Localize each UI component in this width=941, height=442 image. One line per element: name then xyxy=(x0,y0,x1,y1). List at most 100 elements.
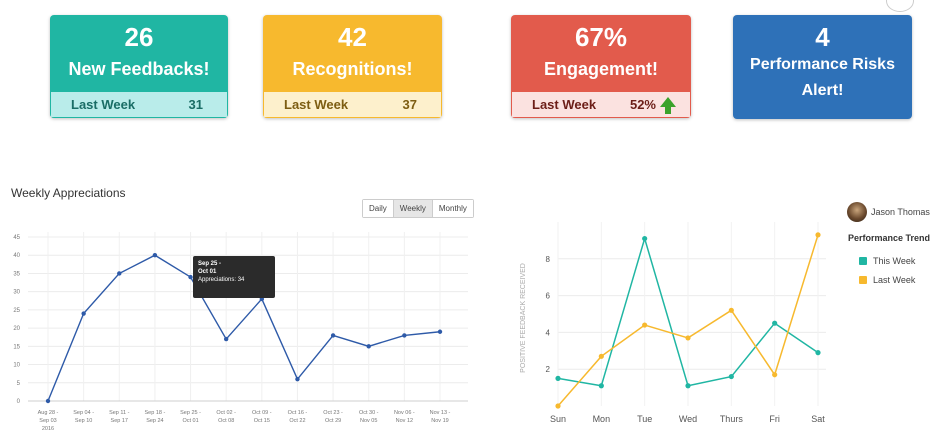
performance-risks-label: Performance Risks Alert! xyxy=(733,52,912,104)
performance-risks-label-line2: Alert! xyxy=(801,82,844,99)
last-week-label: Last Week xyxy=(71,97,136,112)
data-point xyxy=(685,383,691,389)
new-feedbacks-label: New Feedbacks! xyxy=(68,59,210,79)
data-point xyxy=(728,373,734,380)
new-feedbacks-count: 26 xyxy=(124,22,154,52)
performance-risks-card[interactable]: 4 Performance Risks Alert! xyxy=(733,15,912,119)
legend-swatch xyxy=(859,276,867,284)
last-week-value: 52% xyxy=(629,97,656,112)
data-point xyxy=(81,311,86,316)
data-point xyxy=(555,375,561,381)
data-point xyxy=(45,398,51,404)
legend-label: Last Week xyxy=(873,275,916,285)
data-point xyxy=(152,253,158,258)
y-tick-label: 5 xyxy=(17,381,21,387)
x-tick-label: Sep 25 - xyxy=(180,410,201,416)
last-week-value-group: 52% xyxy=(629,97,676,114)
y-tick-label: 20 xyxy=(13,326,20,332)
data-point xyxy=(223,336,229,342)
last-week-value: 37 xyxy=(402,97,417,112)
user-badge[interactable]: Jason Thomas xyxy=(847,202,930,222)
weekly-button[interactable]: Weekly xyxy=(393,200,433,217)
daily-button[interactable]: Daily xyxy=(363,200,394,217)
y-tick-label: 45 xyxy=(13,235,20,241)
series-line-appreciations xyxy=(47,254,441,402)
x-tick-label: Sep 04 - xyxy=(73,410,94,416)
x-tick-label: Oct 22 xyxy=(289,418,305,424)
legend-this-week[interactable]: This Week xyxy=(859,256,915,266)
x-tick-label: Oct 15 xyxy=(254,418,270,424)
tooltip-line3: Appreciations: 34 xyxy=(198,277,245,283)
y-tick-label: 8 xyxy=(546,255,551,264)
x-tick-label: Oct 01 xyxy=(182,418,198,424)
data-point xyxy=(642,322,648,328)
data-point xyxy=(117,271,122,276)
data-point xyxy=(642,235,648,242)
y-tick-label: 2 xyxy=(546,365,551,374)
y-tick-label: 4 xyxy=(546,328,551,337)
recognitions-card[interactable]: 42 Recognitions! Last Week 37 xyxy=(263,15,442,118)
y-tick-label: 40 xyxy=(13,253,20,259)
period-toggle: Daily Weekly Monthly xyxy=(362,199,474,218)
data-point xyxy=(330,333,336,338)
performance-risks-count: 4 xyxy=(815,22,830,52)
data-point xyxy=(598,383,604,389)
x-tick-label: Sep 17 xyxy=(111,418,128,424)
engagement-last-week: Last Week 52% xyxy=(511,91,691,118)
data-point xyxy=(815,232,821,238)
x-tick-label: Sep 11 - xyxy=(109,410,130,416)
performance-trend-title: Performance Trend xyxy=(848,233,931,243)
recognitions-count: 42 xyxy=(338,22,367,52)
x-tick-label: Sun xyxy=(550,414,566,424)
tooltip-line1: Sep 25 - xyxy=(198,261,222,267)
x-tick-label: Oct 09 - xyxy=(252,410,272,416)
x-tick-label: Fri xyxy=(769,414,780,424)
x-tick-label: Sep 24 xyxy=(146,418,163,424)
x-tick-label: Sep 10 xyxy=(75,418,92,424)
new-feedbacks-last-week: Last Week 31 xyxy=(50,91,228,118)
recognitions-last-week: Last Week 37 xyxy=(263,91,442,118)
y-tick-label: 6 xyxy=(546,292,551,301)
monthly-button[interactable]: Monthly xyxy=(432,200,473,217)
x-tick-label: Nov 06 - xyxy=(394,410,415,416)
x-tick-label: Oct 08 xyxy=(218,418,234,424)
avatar xyxy=(847,202,867,222)
user-name: Jason Thomas xyxy=(871,207,930,217)
x-tick-label: Nov 12 xyxy=(396,418,413,424)
data-point xyxy=(295,376,300,382)
new-feedbacks-card[interactable]: 26 New Feedbacks! Last Week 31 xyxy=(50,15,228,118)
x-tick-label: Oct 29 xyxy=(325,418,341,424)
x-tick-label: 2016 xyxy=(42,426,54,432)
y-tick-label: 25 xyxy=(13,308,20,314)
data-point xyxy=(402,333,407,338)
arrow-up-icon xyxy=(660,97,676,114)
x-tick-label: Nov 13 - xyxy=(430,410,451,416)
x-tick-label: Oct 23 - xyxy=(323,410,343,416)
data-point xyxy=(772,320,778,326)
y-tick-label: 35 xyxy=(13,271,20,277)
x-tick-label: Sep 03 xyxy=(39,418,56,424)
x-tick-label: Tue xyxy=(637,414,652,424)
y-tick-label: 30 xyxy=(13,290,20,296)
last-week-label: Last Week xyxy=(284,97,349,112)
performance-risks-label-line1: Performance Risks xyxy=(750,56,895,73)
last-week-value: 31 xyxy=(188,97,203,112)
x-tick-label: Oct 30 - xyxy=(359,410,379,416)
data-point xyxy=(728,307,734,313)
x-tick-label: Thurs xyxy=(720,414,744,424)
x-tick-label: Oct 02 - xyxy=(216,410,236,416)
data-point xyxy=(815,350,821,356)
engagement-card[interactable]: 67% Engagement! Last Week 52% xyxy=(511,15,691,118)
x-tick-label: Sep 18 - xyxy=(145,410,166,416)
x-tick-label: Sat xyxy=(811,414,825,424)
y-tick-label: 15 xyxy=(13,344,20,350)
engagement-percent: 67% xyxy=(574,22,628,52)
legend-swatch xyxy=(859,257,867,265)
legend-last-week[interactable]: Last Week xyxy=(859,275,915,285)
chart-tooltip: Sep 25 - Oct 01 Appreciations: 34 xyxy=(193,256,275,298)
last-week-label: Last Week xyxy=(532,97,597,112)
y-axis-label: POSITIVE FEEDBACK RECEIVED xyxy=(520,263,527,373)
x-tick-label: Wed xyxy=(679,414,697,424)
x-tick-label: Nov 05 xyxy=(360,418,377,424)
